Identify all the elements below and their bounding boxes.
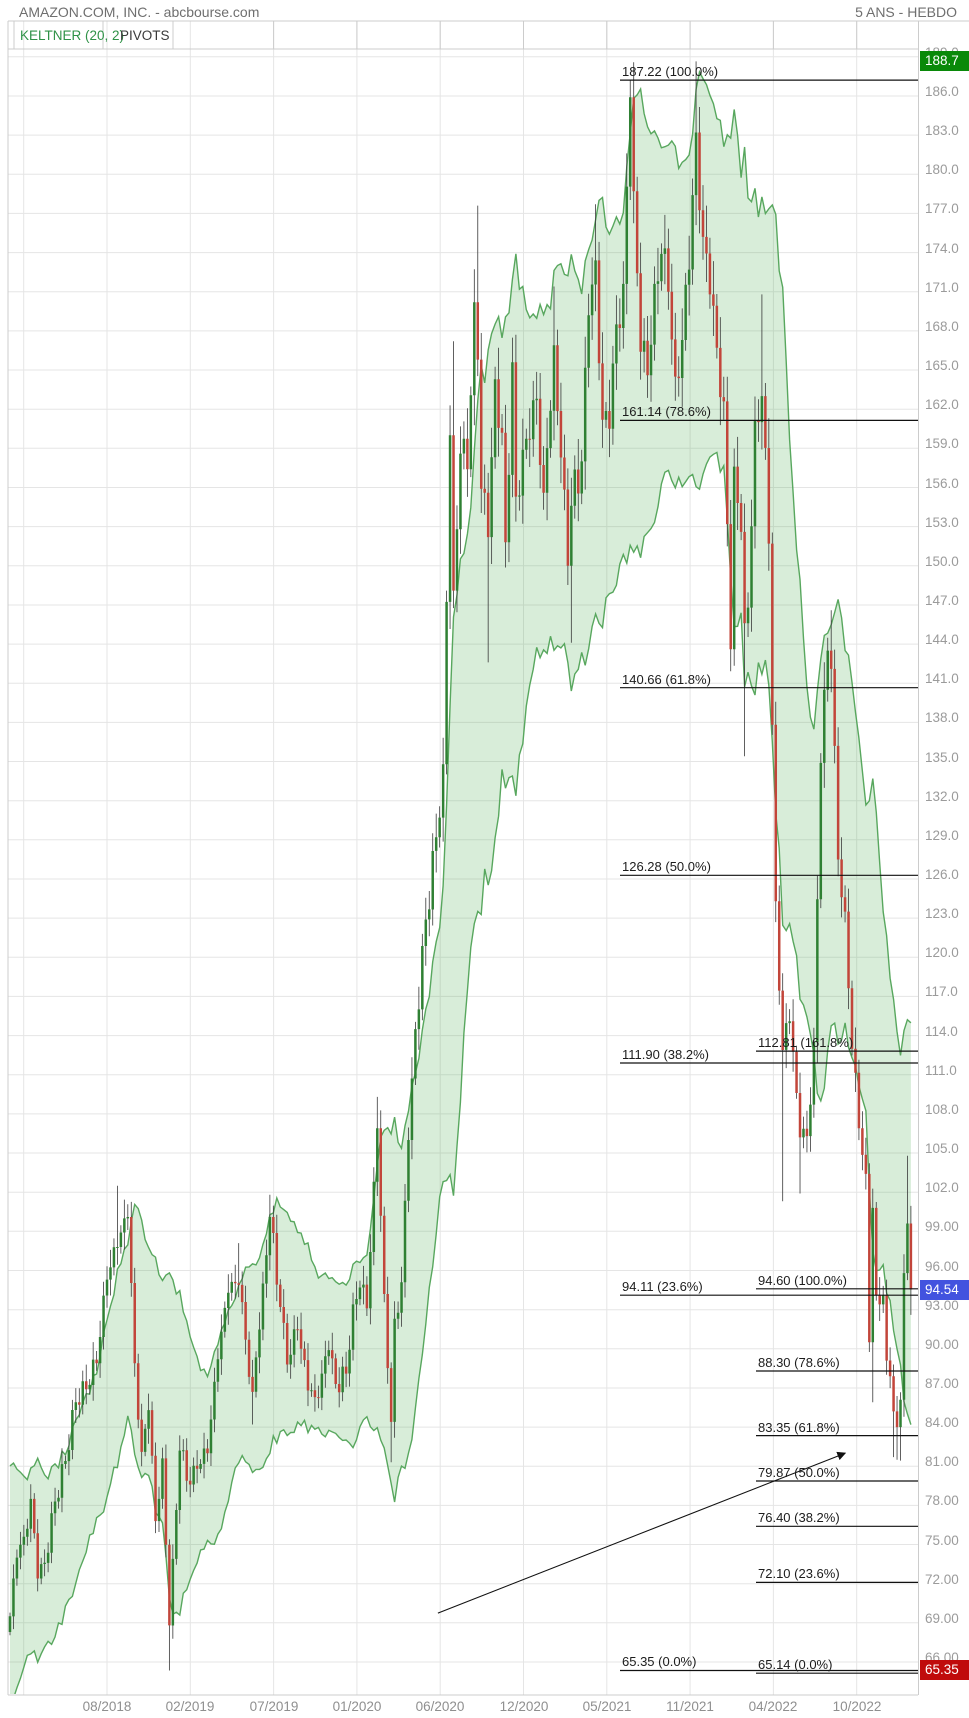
x-axis-tick-label: 04/2022 (748, 1699, 798, 1714)
y-axis-tick-label: 144.0 (925, 632, 959, 648)
y-axis-tick-label: 174.0 (925, 240, 959, 256)
indicator-tab-cell-borders (13, 21, 858, 49)
trend-arrow-annotation[interactable] (437, 1451, 847, 1614)
low-price-badge: 65.35 (920, 1660, 969, 1681)
y-axis-tick-label: 120.0 (925, 945, 959, 961)
fibonacci-retracement-major (620, 79, 918, 1672)
y-axis-tick-label: 93.00 (925, 1297, 959, 1313)
y-axis-tick-label: 114.0 (925, 1023, 958, 1039)
y-axis-tick-label: 75.00 (925, 1532, 959, 1548)
y-axis-tick-label: 111.0 (925, 1062, 957, 1078)
x-axis-tick-label: 08/2018 (82, 1699, 132, 1714)
page-title: AMAZON.COM, INC. - abcbourse.com (19, 4, 260, 20)
x-axis-tick-label: 05/2021 (582, 1699, 632, 1714)
fib-level-label: 79.87 (50.0%) (758, 1464, 840, 1480)
y-axis-tick-label: 168.0 (925, 318, 959, 334)
x-axis-tick-label: 11/2021 (666, 1699, 714, 1714)
x-axis-tick-label: 07/2019 (249, 1699, 299, 1714)
y-axis-tick-label: 84.00 (925, 1415, 959, 1431)
x-axis-tick-label: 10/2022 (832, 1699, 882, 1714)
y-axis-tick-label: 171.0 (925, 279, 959, 295)
y-axis-tick-label: 153.0 (925, 514, 959, 530)
fib-level-label: 94.60 (100.0%) (758, 1272, 847, 1288)
y-axis-tick-label: 126.0 (925, 867, 959, 882)
y-axis-tick-label: 99.00 (925, 1219, 959, 1235)
y-axis-tick-label: 129.0 (925, 827, 959, 843)
fib-level-label: 72.10 (23.6%) (758, 1566, 840, 1582)
y-axis-tick-label: 69.00 (925, 1610, 959, 1626)
period-label: 5 ANS - HEBDO (855, 4, 957, 20)
fib-level-label: 111.90 (38.2%) (622, 1047, 709, 1062)
y-axis-tick-label: 72.00 (925, 1571, 959, 1587)
fib-level-label: 65.35 (0.0%) (622, 1654, 697, 1670)
keltner-upper-line (9, 69, 912, 1481)
y-axis-tick-label: 180.0 (925, 162, 959, 178)
tab-keltner-indicator[interactable]: KELTNER (20, 2) (20, 28, 125, 43)
y-axis-tick-label: 108.0 (925, 1101, 959, 1117)
x-axis-tick-label: 01/2020 (332, 1699, 382, 1714)
y-axis-tick-label: 165.0 (925, 358, 959, 374)
fibonacci-retracement-minor (756, 1050, 918, 1674)
y-axis-tick-label: 150.0 (925, 553, 959, 569)
x-axis-tick-label: 02/2019 (165, 1699, 215, 1714)
fib-level-label: 94.11 (23.6%) (622, 1279, 703, 1295)
y-axis-tick-label: 90.00 (925, 1336, 959, 1352)
y-axis-tick-label: 102.0 (925, 1180, 959, 1196)
fib-level-label: 140.66 (61.8%) (622, 671, 711, 687)
fib-level-label: 76.40 (38.2%) (758, 1510, 840, 1526)
fib-level-label: 88.30 (78.6%) (758, 1354, 840, 1370)
x-axis-tick-label: 12/2020 (499, 1699, 549, 1714)
y-axis-tick-label: 78.00 (925, 1493, 959, 1509)
y-axis-tick-label: 162.0 (925, 397, 959, 413)
vertical-gridlines (23, 21, 858, 1695)
y-axis-tick-label: 147.0 (925, 592, 959, 608)
y-axis-tick-label: 159.0 (925, 436, 959, 452)
y-axis-tick-label: 138.0 (925, 710, 959, 726)
fib-level-label: 161.14 (78.6%) (622, 404, 711, 420)
fib-level-label: 112.81 (161.8%) (758, 1035, 854, 1051)
y-axis-tick-label: 96.00 (925, 1258, 959, 1274)
fib-level-label: 83.35 (61.8%) (758, 1419, 840, 1435)
y-axis-tick-label: 186.0 (925, 84, 959, 99)
y-axis-tick-label: 87.00 (925, 1375, 959, 1391)
y-axis-tick-label: 156.0 (925, 475, 959, 491)
last-price-badge: 94.54 (920, 1279, 969, 1300)
y-axis-tick-label: 81.00 (925, 1454, 959, 1470)
tab-pivots-indicator[interactable]: PIVOTS (120, 28, 170, 43)
plot-borders (7, 20, 969, 1696)
fib-level-label: 65.14 (0.0%) (758, 1657, 833, 1673)
high-price-badge: 188.7 (920, 50, 969, 71)
y-axis-tick-label: 177.0 (925, 201, 959, 217)
y-axis-tick-label: 183.0 (925, 123, 959, 139)
keltner-band-fill (10, 72, 911, 1694)
y-axis-tick-label: 141.0 (925, 671, 959, 687)
horizontal-gridlines (8, 56, 918, 1663)
y-axis-tick-label: 117.0 (925, 984, 958, 1000)
y-axis-tick-label: 105.0 (925, 1141, 959, 1157)
y-axis-tick-label: 132.0 (925, 788, 959, 804)
x-axis-tick-label: 06/2020 (415, 1699, 465, 1714)
fib-level-label: 187.22 (100.0%) (622, 64, 719, 80)
fib-level-label: 126.28 (50.0%) (622, 859, 711, 875)
y-axis-tick-label: 123.0 (925, 906, 959, 922)
y-axis-tick-label: 135.0 (925, 749, 959, 765)
